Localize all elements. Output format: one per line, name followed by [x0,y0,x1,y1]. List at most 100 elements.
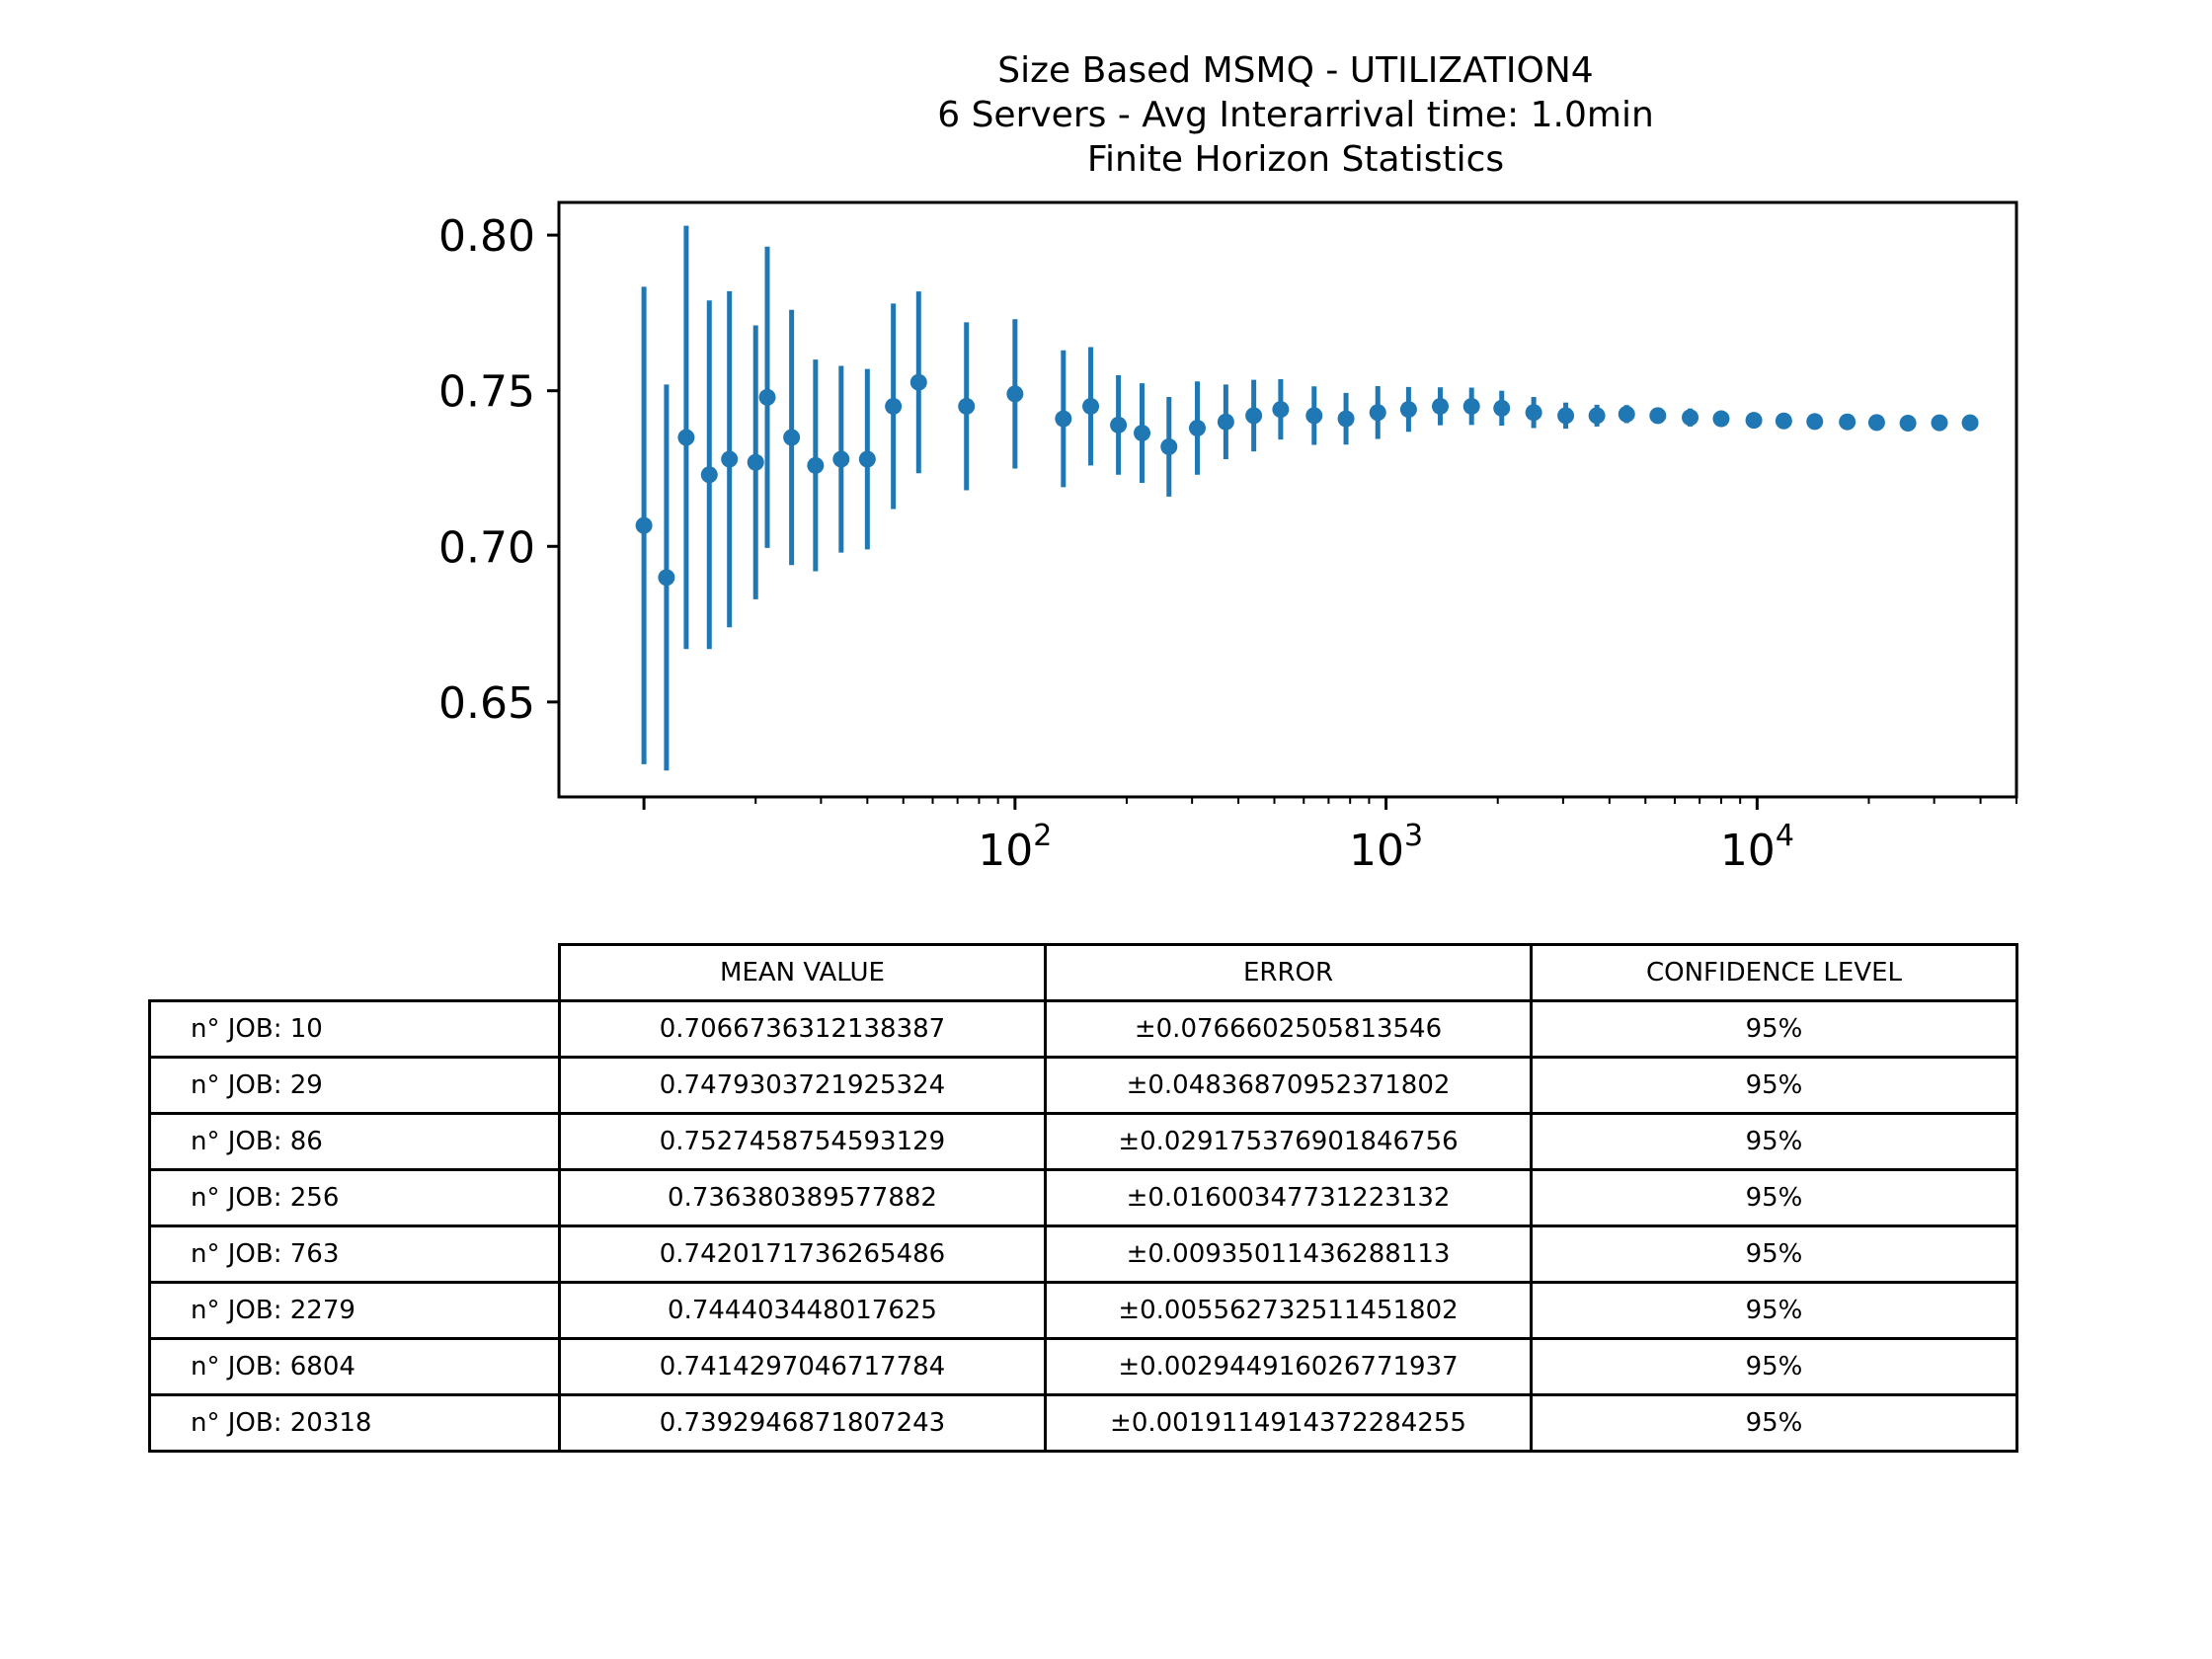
data-point-44 [1931,414,1948,432]
row-label: n° JOB: 10 [148,999,561,1059]
data-point-13 [958,397,976,415]
mean-cell: 0.7479303721925324 [558,1056,1047,1115]
data-point-5 [747,453,764,471]
y-tick-label-0: 0.65 [438,678,535,729]
data-point-21 [1217,413,1234,431]
data-point-9 [832,450,850,468]
data-point-40 [1806,413,1824,431]
y-tick-label-1: 0.70 [438,522,535,573]
data-point-45 [1961,414,1979,432]
data-point-22 [1245,407,1263,425]
chart-title: Size Based MSMQ - UTILIZATION4 6 Servers… [937,50,1654,180]
data-point-16 [1082,397,1100,415]
data-point-23 [1272,401,1290,419]
error-cell: ±0.005562732511451802 [1044,1281,1533,1340]
data-point-33 [1588,407,1606,425]
data-point-12 [909,373,927,391]
header-confidence-level: CONFIDENCE LEVEL [1530,943,2018,1002]
row-label: n° JOB: 2279 [148,1281,561,1340]
header-error: ERROR [1044,943,1533,1002]
y-axis: 0.65 0.70 0.75 0.80 [438,211,559,729]
table-row: n° JOB: 763 0.7420171736265486 ±0.009350… [148,1224,2018,1284]
error-cell: ±0.029175376901846756 [1044,1112,1533,1171]
data-point-20 [1188,420,1206,437]
data-marks [635,225,1979,771]
table-header-row: MEAN VALUE ERROR CONFIDENCE LEVEL [150,943,2018,1002]
data-point-0 [635,516,653,534]
y-tick-label-2: 0.75 [438,367,535,418]
x-tick-label-1: 103 [1349,819,1423,876]
header-mean-value: MEAN VALUE [558,943,1047,1002]
mean-cell: 0.744403448017625 [558,1281,1047,1340]
mean-cell: 0.7527458754593129 [558,1112,1047,1171]
header-blank-cell [150,945,560,1001]
chart: Size Based MSMQ - UTILIZATION4 6 Servers… [438,50,2018,876]
data-point-17 [1110,416,1128,434]
row-label: n° JOB: 763 [148,1224,561,1284]
data-point-2 [677,429,695,446]
data-point-19 [1160,437,1178,455]
error-cell: ±0.01600347731223132 [1044,1168,1533,1227]
mean-cell: 0.7420171736265486 [558,1224,1047,1284]
row-label: n° JOB: 29 [148,1056,561,1115]
data-point-4 [721,450,739,468]
confidence-cell: 95% [1530,1224,2018,1284]
data-point-27 [1399,401,1417,419]
table-row: n° JOB: 20318 0.7392946871807243 ±0.0019… [148,1393,2018,1453]
table-row: n° JOB: 256 0.736380389577882 ±0.0160034… [148,1168,2018,1227]
confidence-cell: 95% [1530,1168,2018,1227]
data-point-32 [1557,407,1575,425]
title-line-3: Finite Horizon Statistics [1087,139,1504,180]
data-point-36 [1682,409,1699,427]
data-point-24 [1305,407,1323,425]
error-cell: ±0.0019114914372284255 [1044,1393,1533,1453]
table-row: n° JOB: 86 0.7527458754593129 ±0.0291753… [148,1112,2018,1171]
data-point-6 [758,388,776,406]
confidence-cell: 95% [1530,1056,2018,1115]
data-point-38 [1745,412,1763,430]
data-point-41 [1839,413,1856,431]
mean-cell: 0.7414297046717784 [558,1337,1047,1396]
data-point-3 [700,466,718,484]
data-point-1 [658,569,675,587]
row-label: n° JOB: 86 [148,1112,561,1171]
error-cell: ±0.00935011436288113 [1044,1224,1533,1284]
x-tick-label-0: 102 [978,819,1052,876]
title-line-1: Size Based MSMQ - UTILIZATION4 [997,50,1593,91]
row-label: n° JOB: 20318 [148,1393,561,1453]
plot-frame [557,200,2018,799]
mean-cell: 0.736380389577882 [558,1168,1047,1227]
confidence-cell: 95% [1530,1112,2018,1171]
data-point-25 [1337,410,1355,428]
data-point-43 [1899,414,1917,432]
data-point-26 [1369,404,1386,422]
row-label: n° JOB: 256 [148,1168,561,1227]
data-point-18 [1134,425,1151,442]
error-cell: ±0.002944916026771937 [1044,1337,1533,1396]
confidence-cell: 95% [1530,1393,2018,1453]
confidence-cell: 95% [1530,999,2018,1059]
error-cell: ±0.04836870952371802 [1044,1056,1533,1115]
data-point-35 [1649,407,1667,425]
data-point-14 [1006,385,1024,403]
data-point-42 [1867,414,1885,432]
mean-cell: 0.7392946871807243 [558,1393,1047,1453]
table-row: n° JOB: 10 0.7066736312138387 ±0.0766602… [148,999,2018,1059]
table-row: n° JOB: 6804 0.7414297046717784 ±0.00294… [148,1337,2018,1396]
table-row: n° JOB: 29 0.7479303721925324 ±0.0483687… [148,1056,2018,1115]
y-tick-label-3: 0.80 [438,211,535,262]
data-point-7 [783,429,801,446]
confidence-cell: 95% [1530,1337,2018,1396]
data-point-34 [1618,405,1635,423]
data-point-30 [1493,399,1511,417]
confidence-cell: 95% [1530,1281,2018,1340]
statistics-table: MEAN VALUE ERROR CONFIDENCE LEVEL n° JOB… [148,943,2018,1453]
x-axis: 102 103 104 [642,797,2017,876]
data-point-29 [1462,397,1480,415]
data-point-37 [1712,410,1730,428]
data-point-15 [1055,410,1072,428]
table-row: n° JOB: 2279 0.744403448017625 ±0.005562… [148,1281,2018,1340]
error-cell: ±0.0766602505813546 [1044,999,1533,1059]
data-point-31 [1525,404,1542,422]
data-point-11 [885,397,903,415]
